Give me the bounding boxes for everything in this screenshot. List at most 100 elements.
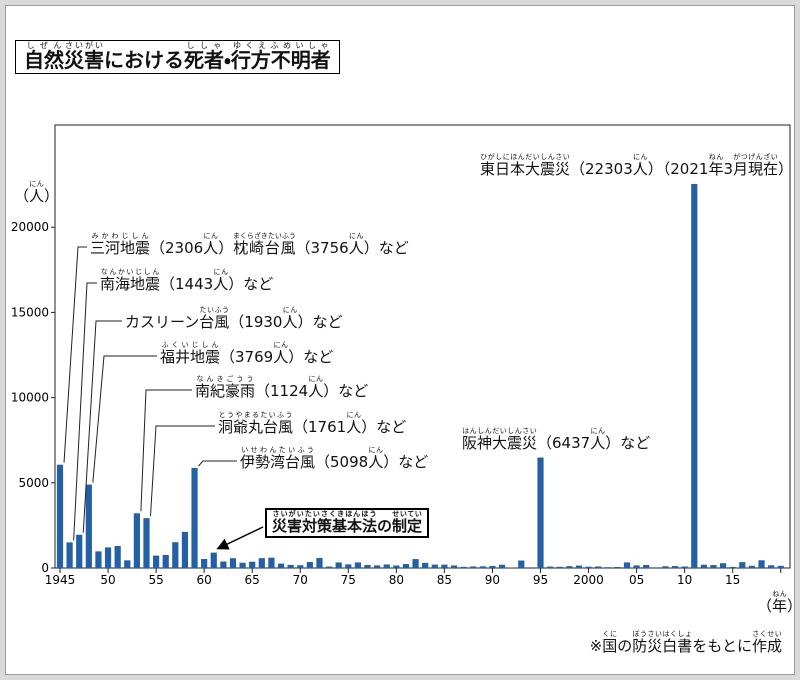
text: 3	[723, 160, 733, 178]
word: 人	[273, 348, 289, 366]
word: 作成	[751, 637, 782, 655]
furigana: さくせい	[751, 630, 782, 638]
bar	[758, 560, 765, 568]
x-tick-label: 75	[341, 573, 356, 587]
leader-line	[63, 246, 87, 463]
bar	[710, 565, 717, 568]
bar	[191, 468, 198, 568]
ruby-word: 防災白書ぼうさいはくしょ	[632, 630, 693, 655]
word: 人	[308, 382, 324, 400]
leader-line	[198, 460, 237, 467]
ruby-word: 作成さくせい	[751, 630, 782, 655]
furigana: ふくいじしん	[160, 341, 221, 349]
text: の	[377, 517, 393, 535]
ruby-word: 制定せいてい	[392, 510, 423, 535]
furigana: にん	[273, 341, 289, 349]
furigana: くに	[602, 630, 618, 638]
text: ）など	[383, 453, 429, 471]
text: （	[14, 187, 30, 205]
bar	[633, 565, 640, 568]
x-tick-label: 05	[629, 573, 644, 587]
ruby-word: 人にん	[273, 341, 289, 366]
bar	[229, 558, 237, 568]
annotation: 阪神大震災はんしんだいしんさい（6437人にん）など	[462, 427, 650, 451]
ruby-word: 東日本大震災ひがしにほんだいしんさい	[480, 153, 570, 178]
bar	[354, 562, 362, 568]
x-tick-label: 55	[148, 573, 163, 587]
furigana: まくらざきたいふう	[232, 232, 296, 240]
bar	[383, 564, 390, 568]
furigana: にん	[368, 446, 384, 454]
ruby-word: 年ねん	[708, 153, 723, 178]
furigana: たいふう	[199, 306, 230, 314]
bar	[345, 564, 352, 568]
text: （6437	[537, 434, 591, 452]
furigana: なんきごうう	[195, 375, 256, 383]
bar	[681, 566, 688, 568]
y-tick-label: 10000	[11, 391, 49, 405]
bar	[777, 565, 784, 568]
leader-line	[92, 355, 157, 483]
text: ）	[44, 187, 60, 205]
word: 人	[203, 239, 219, 257]
x-tick-label: 50	[100, 573, 115, 587]
word: 人	[282, 313, 298, 331]
ruby-word: 阪神大震災はんしんだいしんさい	[462, 427, 538, 452]
bar	[181, 531, 189, 568]
ruby-word: 人にん	[590, 427, 605, 452]
bar	[201, 559, 208, 568]
furigana: いせわんたいふう	[240, 446, 316, 454]
source-note: ※国くにの防災白書ぼうさいはくしょをもとに作成さくせい	[590, 630, 782, 654]
bar	[537, 457, 544, 568]
text: （1761	[293, 418, 347, 436]
bar	[220, 561, 227, 568]
word: 阪神大震災	[462, 434, 538, 452]
word: 制定	[392, 517, 423, 535]
word: 死者	[184, 48, 224, 72]
text: ）など	[297, 313, 343, 331]
text: （1443	[160, 275, 214, 293]
furigana: にん	[213, 268, 229, 276]
ruby-word: 人にん	[633, 153, 648, 178]
furigana: にん	[632, 153, 648, 161]
text: （3769	[220, 348, 274, 366]
bar	[768, 565, 775, 568]
word: 洞爺丸台風	[218, 418, 294, 436]
ruby-word: 死者ししゃ	[184, 41, 224, 72]
bar	[210, 552, 217, 568]
furigana: なんかいじしん	[100, 268, 161, 276]
ruby-word: 福井地震ふくいじしん	[160, 341, 220, 366]
word: 人	[346, 418, 362, 436]
ruby-word: 三河地震みかわじしん	[90, 232, 150, 257]
bar	[575, 565, 583, 568]
furigana: さいがいたいさくきほんほう	[272, 510, 377, 518]
chart-title: 自然しぜん災害さいがいにおける死者ししゃ・行方不明者ゆくえふめいしゃ	[15, 40, 340, 74]
bar	[325, 566, 333, 568]
x-tick-label: 10	[677, 573, 692, 587]
x-tick-label: 80	[389, 573, 404, 587]
ruby-word: 人にん	[203, 232, 219, 257]
bar	[316, 557, 323, 568]
bar	[422, 562, 429, 568]
arrow	[216, 526, 264, 550]
text: ・	[224, 48, 231, 72]
text: における	[104, 48, 184, 72]
text: ）など	[605, 434, 651, 452]
bar	[412, 559, 419, 568]
ruby-word: 年ねん	[772, 590, 787, 615]
ruby-word: 人にん	[368, 446, 383, 471]
annotation: 伊勢湾台風いせわんたいふう（5098人にん）など	[240, 446, 428, 470]
bar	[604, 567, 611, 568]
y-axis-label: （人にん）	[14, 180, 59, 204]
bar	[441, 564, 448, 568]
bar	[249, 561, 256, 568]
x-tick-label: 1945	[45, 573, 76, 587]
word: 災害	[64, 48, 104, 72]
word: 月現在	[733, 160, 779, 178]
furigana: にん	[346, 411, 362, 419]
x-axis-label: （年ねん）	[757, 590, 800, 614]
ruby-word: 災害さいがい	[64, 41, 104, 72]
word: 防災白書	[632, 637, 693, 655]
furigana: にん	[29, 180, 45, 188]
bar	[133, 513, 140, 568]
